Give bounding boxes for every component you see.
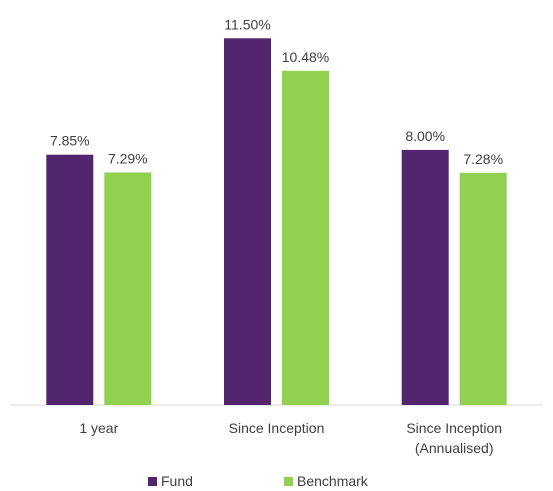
category-label-2-line2: (Annualised) (415, 440, 494, 456)
bar-benchmark-1 (282, 70, 329, 406)
data-label-fund-2: 8.00% (405, 128, 445, 144)
data-label-fund-0: 7.85% (50, 133, 90, 149)
data-label-benchmark-2: 7.28% (463, 151, 503, 167)
legend-swatch-fund (148, 477, 157, 486)
legend-label-benchmark: Benchmark (297, 473, 369, 489)
data-label-benchmark-0: 7.29% (108, 151, 148, 167)
data-label-fund-1: 11.50% (224, 16, 270, 32)
category-label-2: Since Inception (406, 420, 502, 436)
bars-layer (46, 38, 507, 406)
legend: Fund Benchmark (148, 473, 369, 489)
bar-benchmark-0 (104, 172, 152, 405)
bar-fund-2 (401, 149, 449, 405)
bar-fund-0 (46, 154, 94, 405)
category-label-0: 1 year (79, 420, 118, 436)
bar-benchmark-2 (459, 172, 507, 405)
legend-label-fund: Fund (161, 473, 193, 489)
bar-fund-1 (224, 38, 271, 406)
data-label-benchmark-1: 10.48% (282, 49, 329, 65)
data-labels-layer: 7.85% 7.29% 11.50% 10.48% 8.00% 7.28% (50, 16, 503, 167)
category-labels-layer: 1 year Since Inception Since Inception (Ann… (79, 420, 502, 456)
category-label-1: Since Inception (229, 420, 325, 436)
legend-swatch-benchmark (284, 477, 293, 486)
